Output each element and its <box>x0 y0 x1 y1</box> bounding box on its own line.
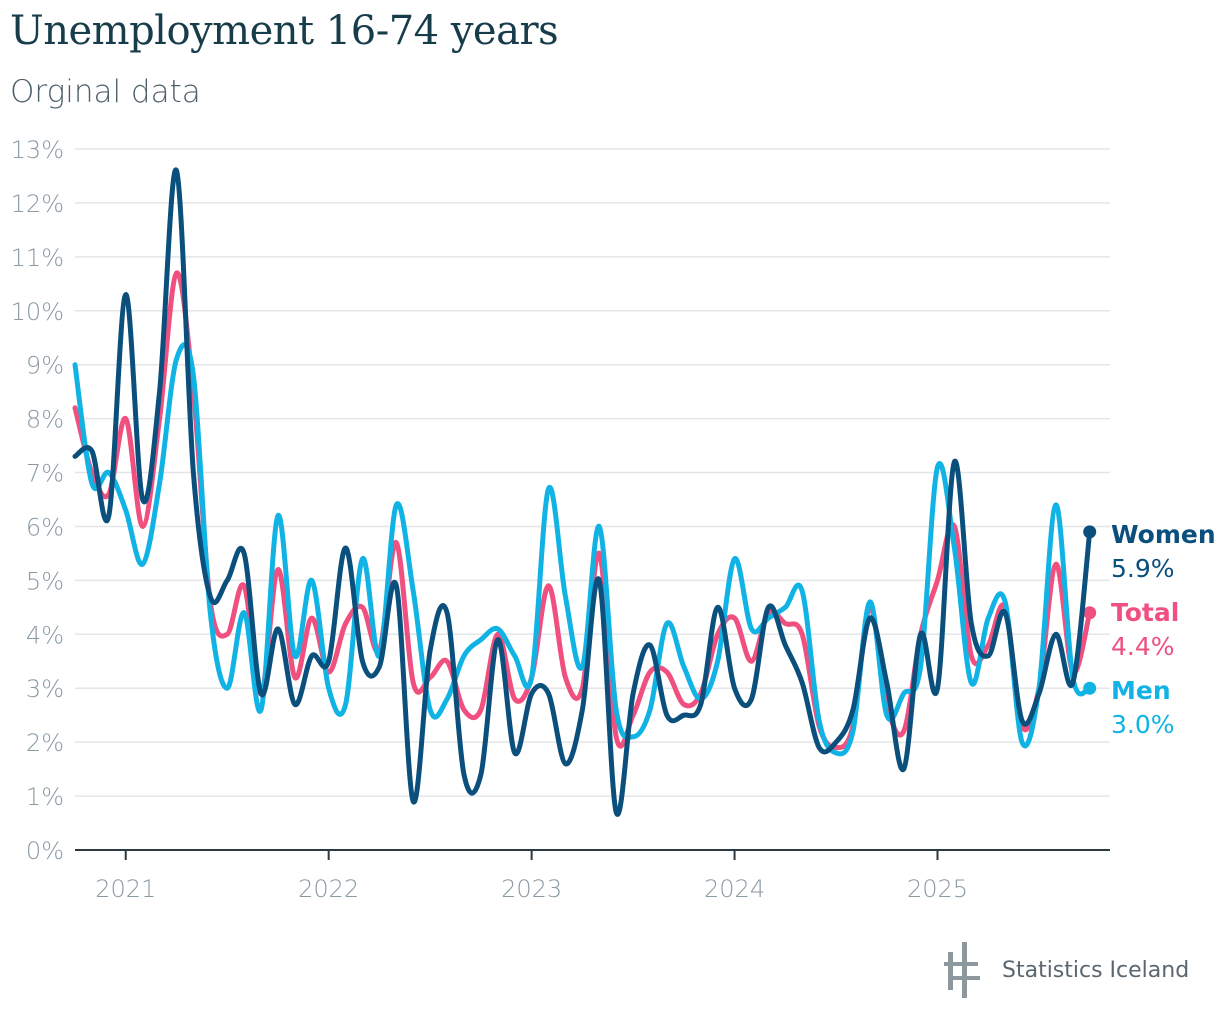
y-tick-label: 11% <box>11 244 64 272</box>
x-tick-label: 2023 <box>501 875 562 903</box>
end-value-total: 4.4% <box>1111 632 1175 661</box>
y-tick-label: 4% <box>26 621 64 649</box>
end-value-men: 3.0% <box>1111 710 1175 739</box>
chart-title: Unemployment 16-74 years <box>10 8 559 54</box>
end-marker-women <box>1083 525 1097 539</box>
y-tick-label: 0% <box>26 837 64 865</box>
y-tick-label: 6% <box>26 513 64 541</box>
x-tick-label: 2025 <box>907 875 968 903</box>
x-tick-label: 2024 <box>704 875 765 903</box>
y-tick-label: 8% <box>26 406 64 434</box>
end-label-total: Total <box>1111 598 1179 627</box>
series-line-women <box>72 167 1093 817</box>
brand-name: Statistics Iceland <box>1002 957 1190 983</box>
x-axis: 2021 2022 2023 2024 2025 <box>75 849 1110 903</box>
y-tick-label: 12% <box>11 190 64 218</box>
y-tick-label: 3% <box>26 675 64 703</box>
x-tick-label: 2021 <box>95 875 156 903</box>
y-tick-label: 7% <box>26 460 64 488</box>
end-labels: Total 4.4% Men 3.0% Women 5.9% <box>1111 520 1216 739</box>
y-tick-label: 1% <box>26 783 64 811</box>
y-tick-label: 13% <box>11 136 64 164</box>
x-tick-label: 2022 <box>298 875 359 903</box>
end-value-women: 5.9% <box>1111 554 1175 583</box>
series-lines <box>72 167 1097 817</box>
y-axis-ticks: 0% 1% 2% 3% 4% 5% 6% 7% 8% 9% 10% 11% 12% 13% <box>11 136 64 865</box>
chart-subtitle: Orginal data <box>10 74 201 110</box>
end-label-women: Women <box>1111 520 1216 549</box>
end-marker-total <box>1083 606 1097 620</box>
y-tick-label: 2% <box>26 729 64 757</box>
footer: Statistics Iceland <box>944 942 1189 998</box>
y-tick-label: 10% <box>11 298 64 326</box>
statistics-iceland-logo-icon <box>944 942 980 998</box>
series-line-men <box>72 342 1093 757</box>
end-marker-men <box>1083 681 1097 695</box>
y-tick-label: 9% <box>26 352 64 380</box>
end-label-men: Men <box>1111 676 1171 705</box>
y-tick-label: 5% <box>26 567 64 595</box>
